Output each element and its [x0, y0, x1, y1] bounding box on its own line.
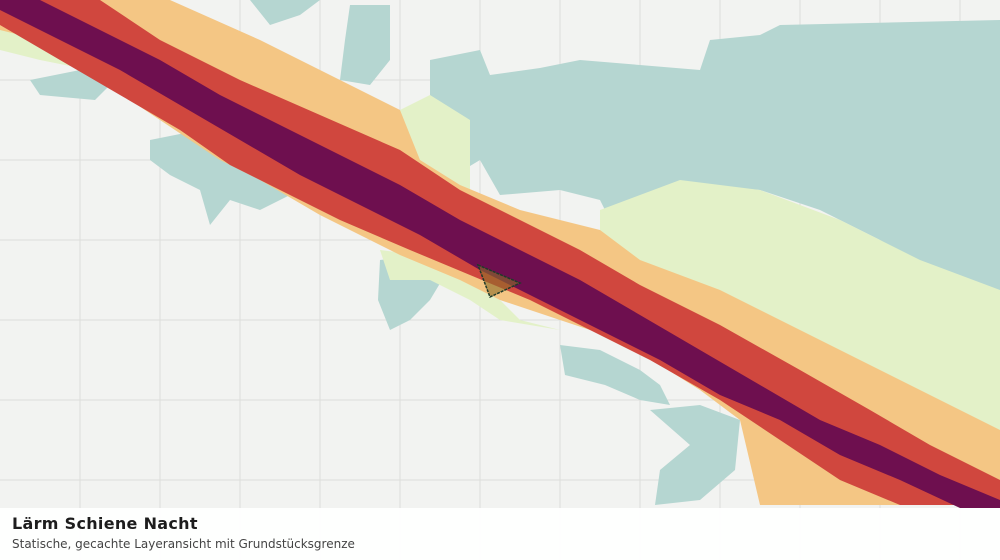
water-areas: [30, 0, 1000, 505]
parcel-boundary: [476, 263, 522, 299]
map-title: Lärm Schiene Nacht: [12, 514, 198, 533]
noise-zone-low: [380, 250, 600, 350]
map-subtitle: Statische, gecachte Layeransicht mit Gru…: [12, 537, 355, 551]
noise-zone-very-high: [0, 0, 1000, 508]
map-caption: Lärm Schiene Nacht Statische, gecachte L…: [0, 508, 1000, 560]
